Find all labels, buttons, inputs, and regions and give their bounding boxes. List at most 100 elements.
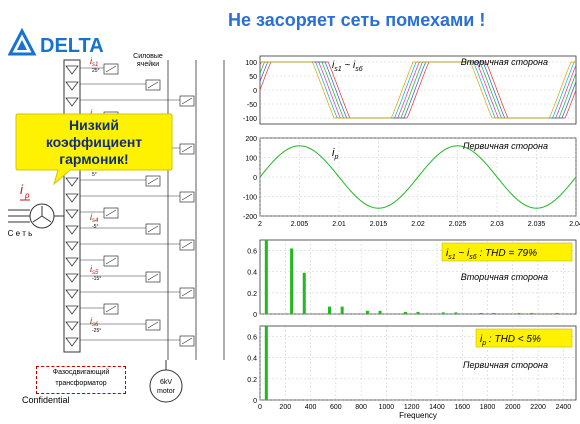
- x-tick-label: 2.04: [569, 221, 580, 228]
- callout-text: Низкий коэффициент гармоник!: [14, 117, 174, 168]
- x-tick-label: 2000: [505, 404, 521, 411]
- spectrum-bar: [416, 311, 420, 314]
- x-tick-label: 0: [258, 404, 262, 411]
- spectrum-bar: [302, 272, 306, 314]
- delta-logo-icon: [8, 28, 37, 56]
- grid-label: С е т ь: [8, 229, 33, 238]
- panel-secondary-spectrum: 0.6 0.4 0.2 0 is1 ~ is6 : THD = 79% Вторичн…: [247, 239, 577, 319]
- y-tick-label: 200: [245, 136, 257, 143]
- transformer-winding: [65, 193, 79, 203]
- y-tick-label: 0: [253, 175, 257, 182]
- primary-current-sub: p: [24, 191, 30, 200]
- transformer-winding: [65, 305, 79, 315]
- panel2-math: ip: [332, 147, 338, 161]
- motor-label-line1: 6kV: [160, 379, 172, 386]
- x-tick-label: 2200: [530, 404, 546, 411]
- secondary-current-lines: [259, 61, 577, 119]
- y-tick-label: 0.4: [247, 356, 257, 363]
- panel3-thd: is1 ~ is6 : THD = 79%: [446, 248, 537, 261]
- x-tick-label: 2: [258, 221, 262, 228]
- transformer-winding: [65, 225, 79, 235]
- y-tick-label: -100: [243, 195, 257, 202]
- delta-logo: DELTA: [8, 28, 104, 57]
- x-tick-label: 2.03: [490, 221, 504, 228]
- x-tick-label: 2400: [556, 404, 572, 411]
- secondary-current-label: is4: [90, 212, 99, 224]
- x-tick-label: 600: [330, 404, 342, 411]
- callout-line3: гармоник!: [59, 151, 129, 167]
- transformer-winding: [65, 81, 79, 91]
- spectrum-bar: [365, 310, 369, 314]
- power-cell: [179, 95, 195, 107]
- x-tick-label: 2.005: [291, 221, 309, 228]
- y-tick-label: -200: [243, 214, 257, 221]
- motor-label-line2: motor: [157, 388, 176, 395]
- x-tick-label: 2.025: [449, 221, 467, 228]
- panel4-thd: ip : THD < 5%: [480, 334, 541, 347]
- x-tick-label: 2.035: [528, 221, 546, 228]
- power-cell: [103, 303, 119, 315]
- y-tick-label: 0.6: [247, 335, 257, 342]
- transformer-winding: [65, 257, 79, 267]
- callout-line1: Низкий: [69, 117, 119, 133]
- spectrum-bar: [403, 311, 407, 314]
- power-cell: [179, 335, 195, 347]
- spectrum-bar: [290, 248, 294, 314]
- secondary-spectrum-bars: [264, 240, 559, 314]
- y-tick-label: 0: [253, 398, 257, 405]
- spectrum-bar: [479, 312, 483, 314]
- y-tick-label: 0: [253, 312, 257, 319]
- spectrum-bar: [517, 312, 521, 314]
- y-tick-label: -50: [247, 102, 257, 109]
- spectrum-bar: [454, 312, 458, 314]
- power-cell: [145, 271, 161, 283]
- transformer-label-line1: Фазосдвигающий: [52, 369, 110, 376]
- transformer-winding: [65, 289, 79, 299]
- y-tick-label: 100: [245, 60, 257, 67]
- panel3-label: Вторичная сторона: [461, 272, 548, 282]
- panel-secondary-waveforms: 100 50 0 -50 -100 Вторичная сторона is1 ~ is…: [243, 55, 577, 125]
- y-tick-label: 0.4: [247, 270, 257, 277]
- panel-primary-spectrum: 0.6 0.4 0.2 00 200 400 600 800 1000 1200 1400 1600 1…: [247, 325, 577, 420]
- y-tick-label: -100: [243, 116, 257, 123]
- transformer-winding: [65, 65, 79, 75]
- power-cells: [80, 63, 195, 347]
- spectrum-bar: [340, 306, 344, 314]
- x-tick-label: 2.01: [332, 221, 346, 228]
- power-cell: [145, 319, 161, 331]
- panel2-label: Первичная сторона: [463, 141, 548, 151]
- transformer-winding: [65, 209, 79, 219]
- phase-shift-label: -25°: [92, 328, 101, 334]
- panel1-math: is1 ~ is6: [332, 60, 363, 73]
- panel4-xlabel: Frequency: [399, 411, 437, 420]
- waveform-plots: 100 50 0 -50 -100 Вторичная сторона is1 ~ is…: [243, 55, 580, 420]
- callout-line2: коэффициент: [45, 134, 143, 150]
- secondary-current-label: is6: [90, 316, 99, 328]
- spectrum-bar: [492, 312, 496, 314]
- primary-current-label: i: [20, 182, 24, 197]
- callout-bubble: [15, 113, 173, 186]
- spectrum-bar: [555, 312, 559, 314]
- secondary-current-series: [260, 61, 576, 119]
- phase-shift-label: 5°: [92, 172, 97, 178]
- transformer-label-line2: трансформатор: [55, 380, 107, 387]
- power-cell: [145, 223, 161, 235]
- power-cell: [145, 175, 161, 187]
- spectrum-bar: [441, 312, 445, 314]
- x-tick-label: 200: [279, 404, 291, 411]
- transformer-coils: [65, 65, 79, 347]
- y-tick-label: 100: [245, 156, 257, 163]
- power-cell: [179, 191, 195, 203]
- transformer-label-box: Фазосдвигающий трансформатор: [36, 366, 126, 394]
- power-cell: [145, 79, 161, 91]
- power-cell: [179, 143, 195, 155]
- power-cell: [179, 239, 195, 251]
- transformer-winding: [65, 97, 79, 107]
- y-tick-label: 0.2: [247, 377, 257, 384]
- transformer-winding: [65, 241, 79, 251]
- x-tick-label: 1800: [480, 404, 496, 411]
- x-tick-label: 800: [355, 404, 367, 411]
- primary-current-line: [259, 145, 577, 209]
- y-tick-label: 0.6: [247, 249, 257, 256]
